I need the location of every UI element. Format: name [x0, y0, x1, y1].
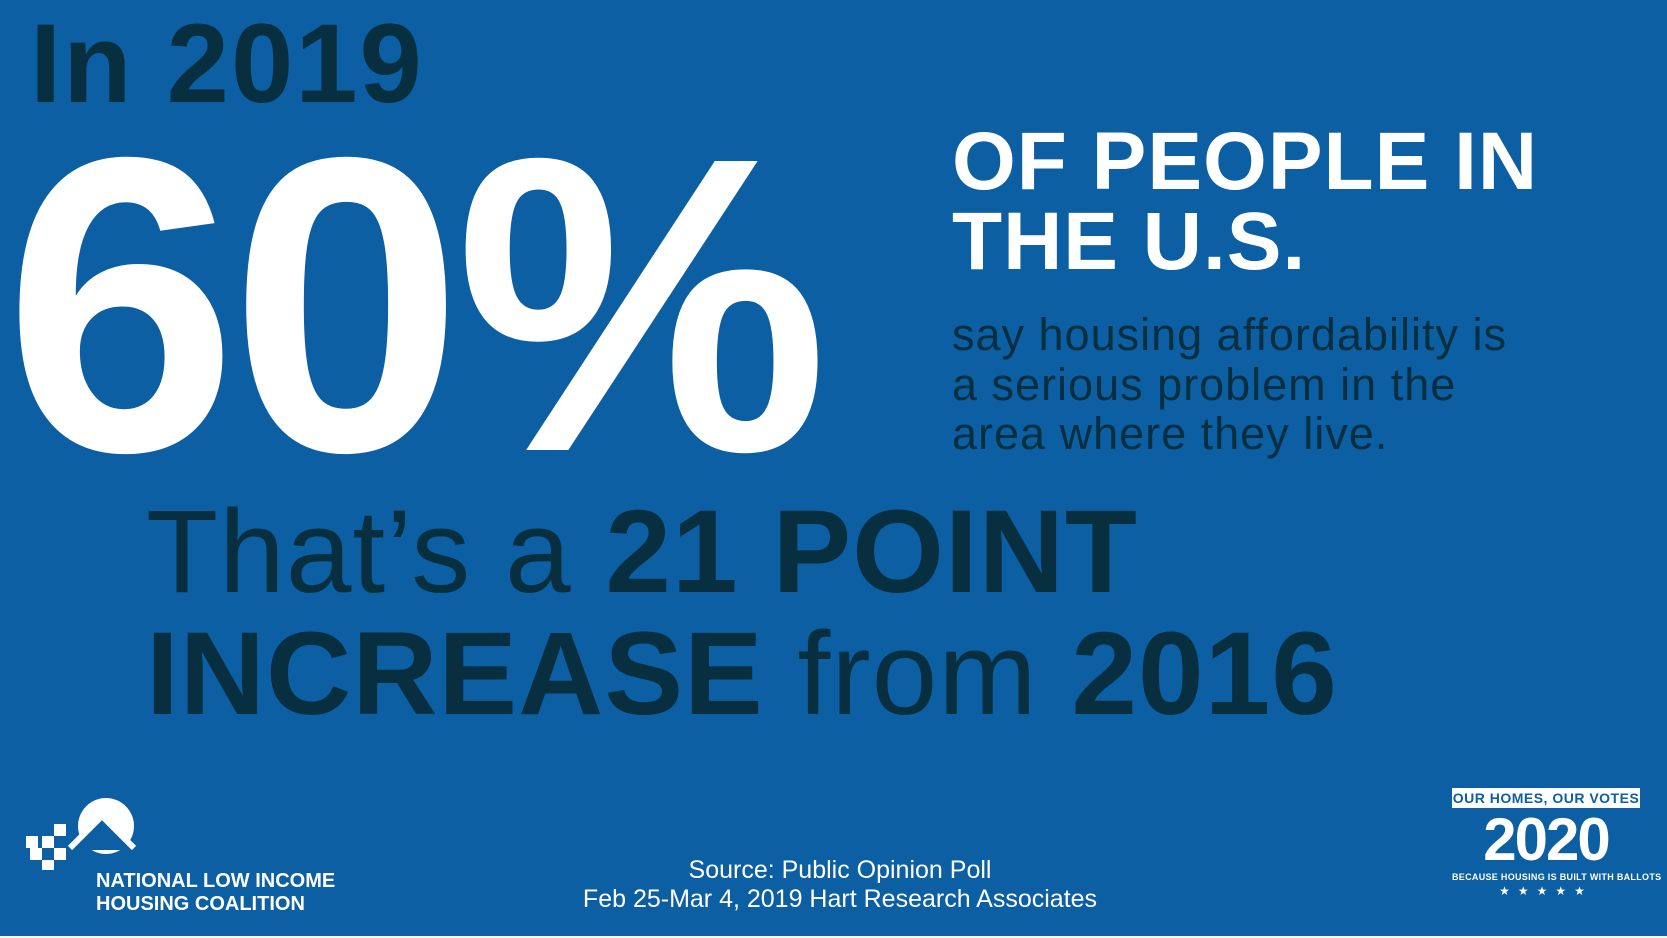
logo-line-1: NATIONAL LOW INCOME: [96, 870, 336, 892]
headline-line-1: OF PEOPLE IN: [952, 116, 1539, 207]
description: say housing affordability is a serious p…: [952, 310, 1507, 459]
source-citation: Source: Public Opinion Poll Feb 25-Mar 4…: [500, 856, 1180, 914]
campaign-badge: OUR HOMES, OUR VOTES 2020 BECAUSE HOUSIN…: [1452, 788, 1662, 906]
badge-tagline: BECAUSE HOUSING IS BUILT WITH BALLOTS: [1452, 872, 1662, 882]
description-line-1: say housing affordability is: [952, 309, 1507, 360]
increase-text-1: That’s a: [146, 486, 606, 618]
headline-line-2: THE U.S.: [952, 196, 1307, 288]
logo-line-2: HOUSING COALITION: [96, 893, 305, 915]
increase-word: INCREASE: [146, 607, 764, 740]
house-sun-logo-icon: [26, 798, 138, 870]
description-line-2: a serious problem in the: [952, 358, 1457, 410]
source-line-2: Feb 25-Mar 4, 2019 Hart Research Associa…: [582, 884, 1098, 913]
increase-text-2: from: [763, 607, 1072, 740]
source-line-1: Source: Public Opinion Poll: [688, 856, 992, 884]
badge-stars-icon: ★★★★★: [1499, 884, 1593, 898]
logo-text: NATIONAL LOW INCOME HOUSING COALITION: [96, 870, 335, 916]
badge-year: 2020: [1483, 806, 1610, 873]
badge-title: OUR HOMES, OUR VOTES: [1452, 788, 1640, 808]
headline: OF PEOPLE IN THE U.S.: [952, 116, 1539, 288]
description-line-3: area where they live.: [952, 408, 1389, 459]
increase-statement: That’s a 21 POINT INCREASE from 2016: [146, 491, 1338, 736]
intro-year: In 2019: [30, 1, 424, 126]
increase-year: 2016: [1071, 607, 1338, 740]
nlihc-logo: NATIONAL LOW INCOME HOUSING COALITION: [26, 790, 346, 920]
increase-line-2: INCREASE from 2016: [146, 613, 1338, 736]
increase-points: 21 POINT: [605, 486, 1139, 618]
statistic-percent: 60%: [4, 71, 829, 540]
increase-line-1: That’s a 21 POINT: [146, 491, 1338, 614]
